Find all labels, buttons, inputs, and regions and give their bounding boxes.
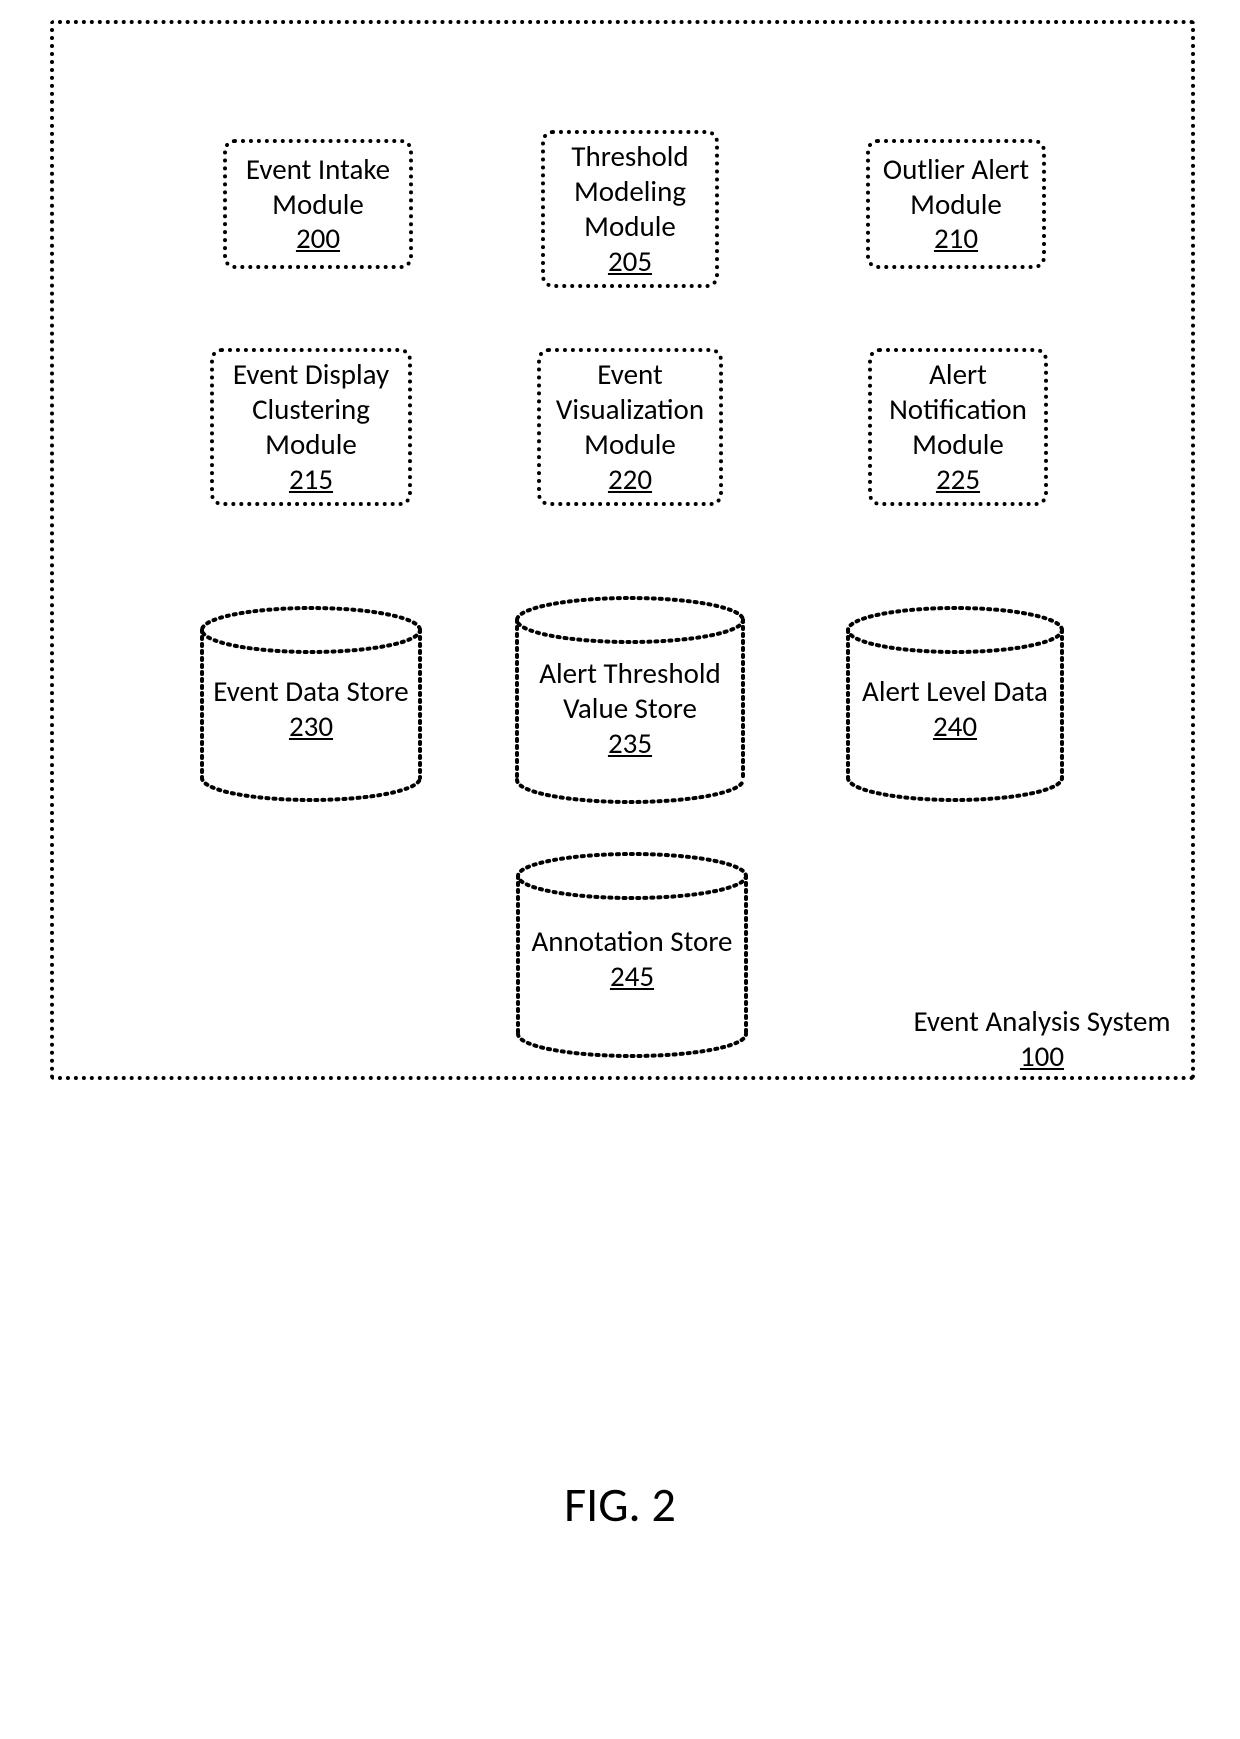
module-label-line1: Outlier Alert xyxy=(883,152,1029,187)
module-label-line3: Module xyxy=(584,209,676,244)
module-number: 215 xyxy=(289,462,333,497)
module-label-line1: Event Intake xyxy=(246,152,390,187)
module-number: 200 xyxy=(296,221,340,256)
module-label-line2: Visualization xyxy=(556,392,704,427)
system-container: Event Intake Module 200 Threshold Modeli… xyxy=(50,20,1195,1080)
cylinder-number: 240 xyxy=(933,709,977,744)
cylinder-label-line1: Alert Threshold xyxy=(539,656,721,691)
module-threshold-modeling: Threshold Modeling Module 205 xyxy=(541,130,719,288)
module-label-line1: Threshold xyxy=(571,139,688,174)
module-event-visualization: Event Visualization Module 220 xyxy=(537,348,723,506)
module-label-line1: Event Display xyxy=(233,357,389,392)
figure-caption: FIG. 2 xyxy=(0,1475,1240,1534)
cylinder-number: 230 xyxy=(289,709,333,744)
cylinder-annotation-store: Annotation Store 245 xyxy=(514,850,750,1060)
module-label-line2: Module xyxy=(272,187,364,222)
module-label-line2: Module xyxy=(910,187,1002,222)
module-event-intake: Event Intake Module 200 xyxy=(223,139,413,269)
cylinder-event-data-store: Event Data Store 230 xyxy=(198,604,424,804)
module-number: 210 xyxy=(934,221,978,256)
module-number: 225 xyxy=(936,462,980,497)
module-label-line1: Alert xyxy=(929,357,987,392)
system-label: Event Analysis System 100 xyxy=(892,1004,1192,1074)
module-number: 220 xyxy=(608,462,652,497)
module-label-line2: Modeling xyxy=(574,174,686,209)
cylinder-alert-level-data: Alert Level Data 240 xyxy=(844,604,1066,804)
cylinder-number: 235 xyxy=(608,726,652,761)
module-label-line3: Module xyxy=(584,427,676,462)
cylinder-label-line1: Alert Level Data xyxy=(862,674,1048,709)
system-number: 100 xyxy=(1020,1038,1064,1074)
module-number: 205 xyxy=(608,244,652,279)
cylinder-label-line1: Annotation Store xyxy=(532,924,733,959)
module-label-line3: Module xyxy=(912,427,1004,462)
module-outlier-alert: Outlier Alert Module 210 xyxy=(866,139,1046,269)
cylinder-number: 245 xyxy=(610,959,654,994)
module-alert-notification: Alert Notification Module 225 xyxy=(868,348,1048,506)
cylinder-alert-threshold-value-store: Alert Threshold Value Store 235 xyxy=(513,594,747,806)
module-label-line2: Clustering xyxy=(252,392,370,427)
module-label-line1: Event xyxy=(597,357,662,392)
module-event-display-clustering: Event Display Clustering Module 215 xyxy=(210,348,412,506)
system-title: Event Analysis System xyxy=(913,1003,1170,1039)
cylinder-label-line2: Value Store xyxy=(563,691,697,726)
module-label-line2: Notification xyxy=(889,392,1027,427)
cylinder-label-line1: Event Data Store xyxy=(213,674,408,709)
module-label-line3: Module xyxy=(265,427,357,462)
